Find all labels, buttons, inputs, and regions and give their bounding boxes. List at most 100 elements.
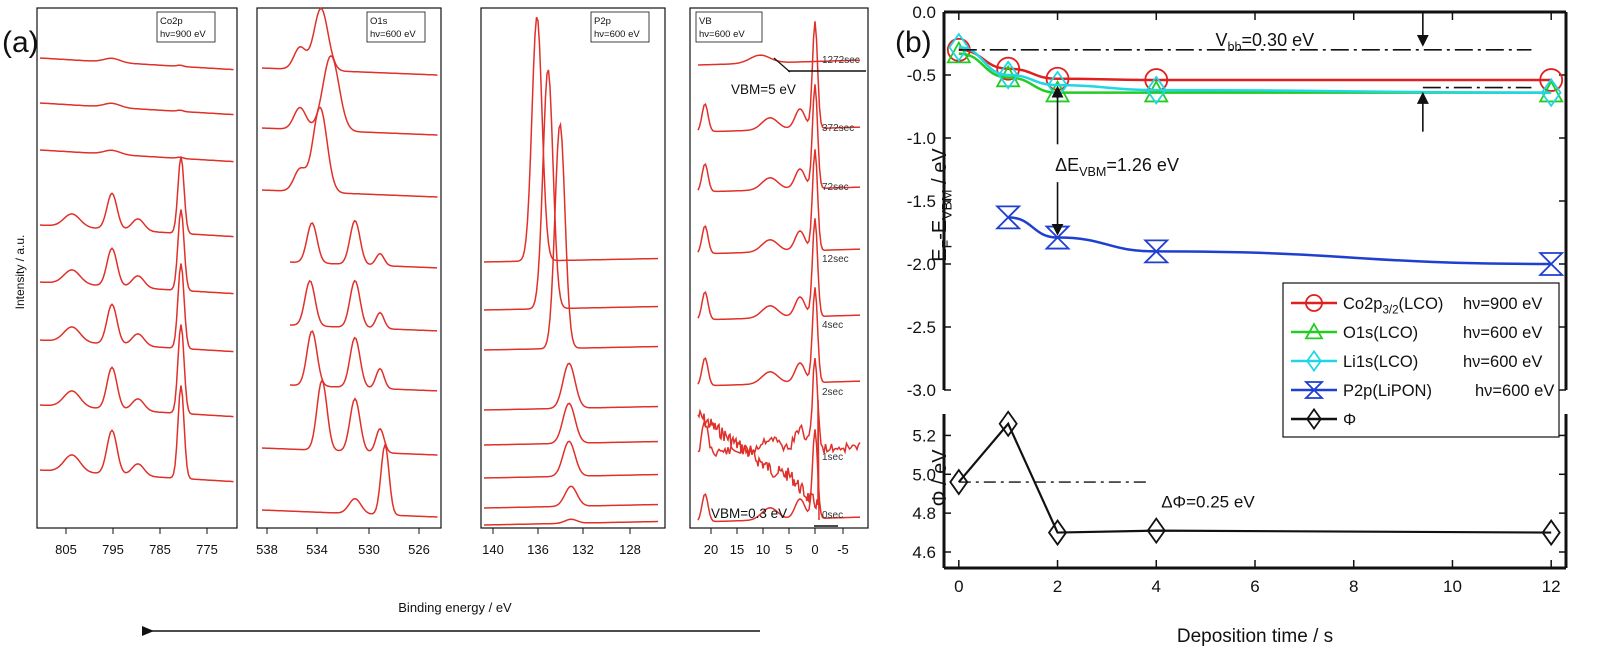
data-point (1306, 407, 1322, 431)
data-point (1306, 349, 1322, 373)
panel-a-xlabel: Binding energy / eV (398, 600, 512, 615)
x-tick-label: 534 (306, 542, 328, 557)
time-label: 0sec (822, 510, 843, 521)
spectrum-curve (698, 54, 861, 66)
y-tick-label: 4.6 (912, 543, 936, 562)
spectrum-curve (697, 218, 861, 321)
legend-label: Co2p3/2​(LCO) (1343, 295, 1443, 317)
legend-energy: hν=900 eV (1463, 295, 1542, 313)
x-tick-label: 785 (149, 542, 171, 557)
subplot-label-line2: hν=600 eV (594, 29, 640, 40)
spectrum-curve (697, 84, 861, 193)
panel-b-annotations: Vbb​=0.30 eV ΔEVBM​=1.26 eV ΔΦ=0.25 eV (958, 12, 1532, 511)
vbb-annotation: Vbb​=0.30 eV (1216, 30, 1315, 54)
spectrum-curve (697, 399, 820, 521)
series-line (957, 421, 1552, 534)
spectrum-curve (290, 330, 438, 392)
x-tick-label: 128 (619, 542, 641, 557)
panel-a-spectra (39, 7, 861, 526)
vbm-bottom-label: VBM=0.3 eV (711, 506, 787, 521)
subplot-label-line1: O1s (370, 16, 388, 27)
spectrum-curve (261, 54, 438, 136)
spectrum-curve (261, 442, 438, 518)
data-point (948, 32, 970, 63)
legend-label: O1s(LCO) (1343, 324, 1418, 342)
subplot-frame (36, 7, 238, 529)
x-tick-label: 6 (1250, 577, 1259, 596)
x-tick-label: 136 (527, 542, 549, 557)
subplot-label-line1: Co2p (160, 16, 183, 27)
y-tick-label: -2.5 (907, 318, 936, 337)
x-tick-label: 5 (785, 542, 792, 557)
data-point (1047, 519, 1068, 547)
vbm-top-label: VBM=5 eV (731, 82, 796, 97)
data-point (998, 410, 1018, 438)
panel-b-axes: 0.0 -0.5 -1.0 -1.5 -2.0 -2.5 -3.0 4.6 4.8 5.0 5.2 0… (907, 3, 1568, 647)
panel-b-label: (b) (895, 26, 932, 59)
time-label: 1sec (822, 452, 843, 463)
spectrum-curve (484, 402, 659, 446)
spectrum-curve (39, 102, 234, 116)
spectrum-curve (484, 69, 659, 311)
spectrum-curve (289, 219, 438, 269)
legend-label: Li1s(LCO) (1343, 353, 1418, 371)
y-tick-label: 4.8 (912, 504, 936, 523)
x-tick-label: 795 (102, 542, 124, 557)
subplot-label-line1: P2p (594, 16, 611, 27)
y-axis-label-bottom: Φ / eV (929, 449, 951, 507)
data-point (1305, 294, 1323, 312)
series-line (1008, 216, 1552, 266)
data-point (996, 56, 1021, 81)
subplot-frame (689, 7, 869, 529)
spectrum-curve (39, 149, 234, 163)
x-tick-label: 0 (954, 577, 963, 596)
legend-energy: hν=600 eV (1463, 324, 1542, 342)
x-tick-label: 530 (358, 542, 380, 557)
spectrum-curve (39, 209, 234, 295)
subplot-label-box (590, 11, 650, 43)
dphi-annotation: ΔΦ=0.25 eV (1161, 492, 1255, 511)
data-point (1540, 77, 1562, 108)
spectrum-curve (697, 429, 861, 523)
spectrum-curve (39, 324, 234, 418)
data-point (949, 468, 969, 496)
panel-a-text: Co2p hν=900 eV 805 795 785 775 O1s hν=600 eV 538… (55, 16, 866, 557)
spectrum-curve (484, 121, 659, 351)
data-point (1541, 519, 1561, 547)
x-tick-label: 10 (756, 542, 770, 557)
subplot-label-line2: hν=600 eV (370, 29, 416, 40)
spectrum-curve (39, 263, 234, 353)
data-point (1146, 517, 1166, 545)
legend-label: Φ (1343, 411, 1356, 429)
x-tick-label: 132 (572, 542, 594, 557)
legend-label: P2p(LiPON) (1343, 382, 1432, 400)
panel-a-label: (a) (2, 26, 39, 59)
time-label: 2sec (822, 387, 843, 398)
subplot-label-line2: hν=900 eV (160, 29, 206, 40)
subplot-frame (256, 7, 442, 529)
legend-energy: hν=600 eV (1475, 382, 1554, 400)
y-tick-label: -1.0 (907, 129, 936, 148)
legend: Co2p3/2​(LCO) hν=900 eV O1s(LCO) hν=600 eV L… (1282, 282, 1560, 438)
time-label: 4sec (822, 320, 843, 331)
y-tick-label: -3.0 (907, 381, 936, 400)
subplot-label-line2: hν=600 eV (699, 29, 745, 40)
data-point (1143, 79, 1169, 103)
time-label: 372sec (822, 123, 854, 134)
y-tick-label: -1.5 (907, 192, 936, 211)
spectrum-curve (39, 385, 234, 483)
subplot-label-line1: VB (699, 16, 712, 27)
data-point (1145, 75, 1167, 105)
spectrum-curve (261, 106, 438, 198)
spectrum-curve (39, 57, 234, 71)
subplot-label-box (695, 11, 763, 43)
y-tick-label: 5.0 (912, 465, 936, 484)
subplot-label-box (156, 11, 216, 43)
x-tick-label: 4 (1152, 577, 1161, 596)
data-point (1539, 68, 1564, 92)
data-point (1304, 322, 1324, 340)
x-tick-label: 15 (730, 542, 744, 557)
spectrum-curve (484, 518, 658, 526)
x-tick-label: 805 (55, 542, 77, 557)
